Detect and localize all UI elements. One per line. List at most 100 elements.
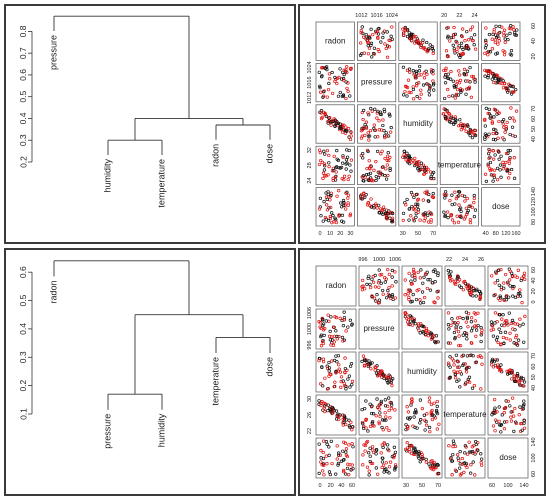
- point: [466, 79, 470, 83]
- point: [344, 207, 348, 211]
- point: [361, 108, 366, 113]
- point: [430, 47, 434, 51]
- point: [462, 126, 466, 130]
- point: [460, 462, 464, 466]
- point: [474, 294, 478, 298]
- point: [425, 331, 430, 336]
- point: [493, 281, 497, 285]
- point: [442, 96, 447, 101]
- point: [502, 427, 507, 431]
- point: [349, 134, 353, 138]
- point: [460, 27, 465, 31]
- point: [465, 365, 470, 370]
- point: [385, 134, 389, 138]
- point: [407, 271, 411, 276]
- point: [365, 465, 370, 469]
- point: [448, 39, 452, 43]
- point: [372, 123, 376, 127]
- point: [430, 44, 434, 49]
- point: [365, 282, 369, 287]
- point: [413, 451, 417, 455]
- point: [508, 269, 512, 274]
- point: [336, 461, 341, 466]
- point: [408, 450, 412, 454]
- point: [453, 468, 458, 472]
- point: [522, 426, 527, 430]
- point: [508, 148, 512, 153]
- point: [467, 204, 471, 208]
- point: [329, 205, 333, 210]
- point: [412, 195, 416, 200]
- point: [455, 316, 460, 320]
- point: [377, 420, 381, 424]
- point: [401, 218, 405, 223]
- point: [378, 110, 383, 114]
- point: [343, 384, 347, 388]
- point: [502, 411, 506, 415]
- point: [426, 47, 431, 51]
- scatter-matrix-panel-bottom: radon pressure humidity temperature dose 996 1…: [298, 248, 546, 496]
- point: [495, 177, 500, 182]
- point: [460, 52, 464, 57]
- point: [450, 278, 454, 282]
- cell-frame: [358, 308, 400, 350]
- point: [491, 424, 496, 428]
- point: [468, 220, 473, 225]
- point: [339, 375, 344, 379]
- point: [418, 398, 423, 402]
- point: [366, 40, 370, 45]
- point: [388, 375, 392, 379]
- point: [448, 457, 453, 461]
- point: [422, 219, 426, 223]
- point: [508, 31, 512, 36]
- point: [462, 362, 466, 366]
- point: [319, 460, 323, 464]
- point: [385, 426, 389, 430]
- point: [483, 46, 488, 50]
- point: [459, 215, 463, 219]
- point: [456, 93, 461, 97]
- point: [466, 325, 470, 329]
- point: [477, 289, 481, 294]
- point: [490, 120, 494, 124]
- point: [404, 154, 408, 158]
- point: [389, 401, 394, 405]
- point: [368, 171, 373, 176]
- point: [512, 429, 516, 434]
- matrix-cell-3-2: [398, 145, 438, 185]
- top-tick-label: 1006: [389, 257, 401, 263]
- point: [419, 268, 423, 272]
- point: [367, 473, 371, 477]
- point: [323, 111, 327, 116]
- leaf-label-pressure: pressure: [48, 35, 58, 70]
- point: [447, 94, 451, 99]
- point: [342, 174, 347, 178]
- point: [331, 411, 335, 415]
- cell-frame: [315, 265, 357, 307]
- point: [443, 114, 447, 119]
- point: [420, 406, 424, 411]
- point: [381, 373, 385, 377]
- point: [454, 118, 458, 122]
- leaf-label-humidity: humidity: [102, 159, 112, 193]
- point: [487, 147, 491, 152]
- point: [380, 456, 384, 460]
- point: [499, 430, 503, 434]
- point: [447, 327, 451, 331]
- point: [452, 25, 456, 30]
- point: [465, 465, 469, 470]
- point: [319, 111, 323, 115]
- matrix-cell-4-4: dose: [487, 437, 529, 479]
- point: [452, 48, 457, 53]
- point: [498, 296, 503, 300]
- point: [375, 116, 379, 120]
- point: [321, 95, 325, 99]
- point: [492, 397, 497, 402]
- point: [344, 80, 348, 84]
- point: [472, 215, 477, 219]
- matrix-cell-3-3: temperature: [438, 145, 482, 185]
- point: [488, 160, 493, 165]
- point: [379, 272, 384, 277]
- left-tick-label: 24: [307, 178, 313, 184]
- point: [328, 372, 332, 376]
